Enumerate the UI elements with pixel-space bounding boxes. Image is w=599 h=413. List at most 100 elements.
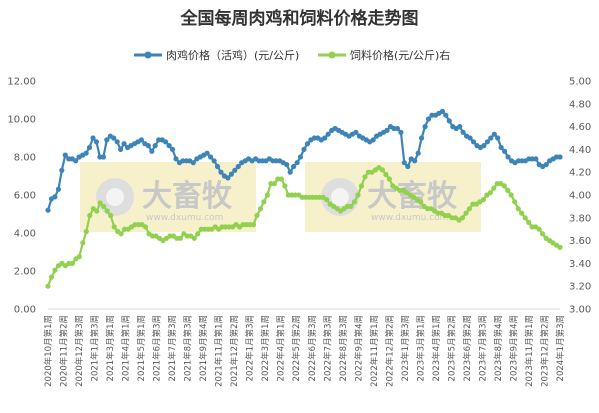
- data-point-feed[interactable]: [351, 199, 358, 205]
- data-point-broiler[interactable]: [145, 143, 151, 149]
- data-point-broiler[interactable]: [425, 116, 432, 122]
- data-point-broiler[interactable]: [90, 135, 96, 141]
- data-point-feed[interactable]: [519, 210, 525, 216]
- data-point-broiler[interactable]: [121, 141, 127, 147]
- data-point-broiler[interactable]: [73, 158, 79, 164]
- data-point-feed[interactable]: [540, 231, 546, 237]
- data-point-broiler[interactable]: [152, 143, 158, 149]
- data-point-broiler[interactable]: [291, 163, 297, 170]
- data-point-broiler[interactable]: [52, 194, 58, 200]
- data-point-feed[interactable]: [257, 206, 264, 212]
- data-point-feed[interactable]: [271, 181, 277, 187]
- data-point-broiler[interactable]: [495, 135, 501, 141]
- data-point-feed[interactable]: [111, 224, 117, 230]
- data-point-feed[interactable]: [278, 176, 284, 182]
- data-point-feed[interactable]: [466, 206, 472, 212]
- data-point-feed[interactable]: [522, 215, 528, 221]
- data-point-broiler[interactable]: [460, 129, 466, 135]
- data-point-broiler[interactable]: [370, 137, 376, 143]
- data-point-broiler[interactable]: [415, 150, 421, 156]
- data-point-broiler[interactable]: [419, 135, 425, 141]
- data-point-broiler[interactable]: [488, 135, 494, 141]
- data-point-broiler[interactable]: [543, 162, 549, 168]
- data-point-feed[interactable]: [379, 167, 385, 173]
- data-point-feed[interactable]: [508, 192, 514, 198]
- data-point-broiler[interactable]: [304, 141, 311, 147]
- data-point-broiler[interactable]: [443, 112, 449, 118]
- data-point-broiler[interactable]: [394, 125, 400, 132]
- data-point-broiler[interactable]: [481, 143, 487, 149]
- data-point-broiler[interactable]: [287, 169, 293, 175]
- data-point-feed[interactable]: [195, 231, 201, 237]
- data-point-broiler[interactable]: [218, 169, 224, 175]
- data-point-feed[interactable]: [97, 200, 103, 206]
- data-point-broiler[interactable]: [83, 150, 89, 156]
- data-point-feed[interactable]: [76, 254, 82, 260]
- data-point-broiler[interactable]: [166, 143, 172, 149]
- data-point-feed[interactable]: [83, 228, 89, 235]
- data-point-feed[interactable]: [358, 183, 365, 189]
- data-point-broiler[interactable]: [353, 129, 359, 135]
- data-point-feed[interactable]: [250, 222, 257, 228]
- data-point-feed[interactable]: [480, 197, 486, 203]
- data-point-broiler[interactable]: [228, 171, 234, 177]
- data-point-broiler[interactable]: [491, 131, 497, 137]
- data-point-broiler[interactable]: [294, 160, 300, 166]
- data-point-broiler[interactable]: [86, 144, 93, 151]
- data-point-broiler[interactable]: [439, 108, 445, 114]
- data-point-broiler[interactable]: [467, 135, 473, 141]
- data-point-broiler[interactable]: [225, 175, 231, 181]
- data-point-feed[interactable]: [191, 235, 197, 241]
- data-point-broiler[interactable]: [118, 146, 124, 152]
- data-point-broiler[interactable]: [235, 163, 241, 170]
- data-point-broiler[interactable]: [211, 158, 217, 164]
- data-point-feed[interactable]: [52, 267, 58, 273]
- data-point-broiler[interactable]: [111, 135, 117, 141]
- data-point-feed[interactable]: [108, 212, 114, 219]
- data-point-broiler[interactable]: [422, 124, 428, 130]
- data-point-broiler[interactable]: [412, 158, 418, 164]
- data-point-feed[interactable]: [526, 219, 532, 225]
- data-point-broiler[interactable]: [297, 154, 304, 160]
- data-point-feed[interactable]: [355, 192, 361, 198]
- data-point-broiler[interactable]: [533, 156, 539, 162]
- data-point-feed[interactable]: [104, 208, 110, 214]
- data-point-feed[interactable]: [348, 203, 354, 209]
- data-point-feed[interactable]: [69, 260, 75, 266]
- data-point-feed[interactable]: [487, 190, 493, 196]
- data-point-feed[interactable]: [264, 192, 270, 198]
- data-point-feed[interactable]: [386, 176, 392, 182]
- data-point-feed[interactable]: [261, 199, 267, 205]
- data-point-feed[interactable]: [501, 183, 507, 189]
- data-point-feed[interactable]: [463, 210, 469, 216]
- data-point-broiler[interactable]: [405, 163, 411, 170]
- data-point-feed[interactable]: [383, 171, 389, 178]
- data-point-broiler[interactable]: [208, 154, 214, 160]
- data-point-broiler[interactable]: [214, 163, 221, 170]
- data-point-broiler[interactable]: [384, 127, 390, 133]
- data-point-feed[interactable]: [505, 187, 511, 193]
- data-point-broiler[interactable]: [498, 144, 504, 151]
- data-point-feed[interactable]: [48, 274, 55, 280]
- data-point-feed[interactable]: [118, 231, 124, 237]
- data-point-broiler[interactable]: [55, 186, 62, 192]
- data-point-feed[interactable]: [491, 185, 497, 191]
- data-point-broiler[interactable]: [149, 148, 155, 154]
- data-point-broiler[interactable]: [62, 152, 68, 158]
- data-point-feed[interactable]: [45, 283, 51, 289]
- data-point-broiler[interactable]: [457, 124, 463, 130]
- legend-item-broiler[interactable]: 肉鸡价格（活鸡）(元/公斤): [134, 48, 299, 62]
- data-point-broiler[interactable]: [232, 167, 238, 173]
- data-point-broiler[interactable]: [301, 146, 307, 152]
- data-point-broiler[interactable]: [93, 139, 99, 145]
- data-point-feed[interactable]: [94, 208, 100, 214]
- data-point-broiler[interactable]: [557, 154, 563, 160]
- data-point-broiler[interactable]: [163, 139, 169, 145]
- data-point-feed[interactable]: [512, 199, 518, 205]
- data-point-feed[interactable]: [459, 215, 466, 221]
- data-point-broiler[interactable]: [173, 156, 179, 162]
- data-point-feed[interactable]: [515, 206, 521, 212]
- data-point-feed[interactable]: [282, 183, 288, 189]
- data-point-broiler[interactable]: [169, 146, 176, 152]
- data-point-feed[interactable]: [177, 235, 183, 241]
